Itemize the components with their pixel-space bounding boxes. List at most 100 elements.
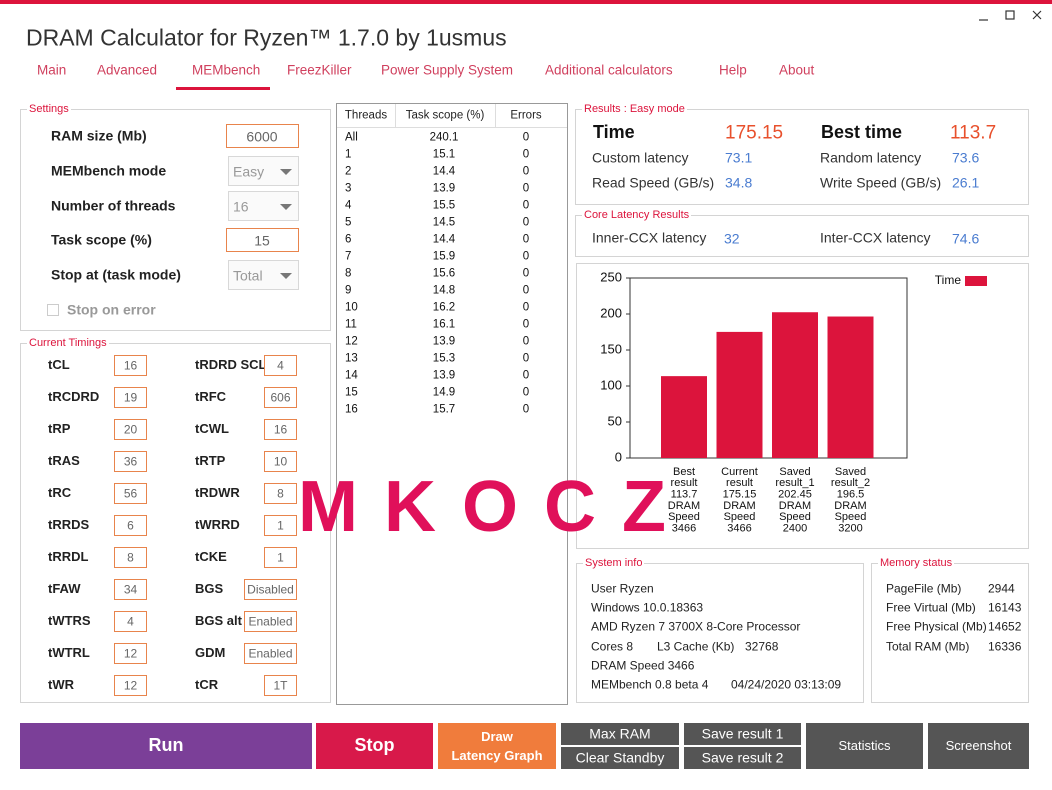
text-input[interactable] bbox=[226, 228, 299, 252]
dropdown[interactable] bbox=[228, 260, 299, 290]
timing-value: 12 bbox=[123, 678, 138, 693]
run-button-label[interactable]: Run bbox=[148, 735, 184, 756]
save-result-2-button[interactable] bbox=[684, 747, 801, 769]
system-info-text: User Ryzen bbox=[591, 581, 654, 596]
tab[interactable]: Advanced bbox=[97, 62, 158, 78]
timing-label: tCL bbox=[48, 356, 70, 372]
timing-box bbox=[114, 547, 147, 568]
timing-label: tCR bbox=[195, 676, 219, 692]
save-result-1-button-label[interactable]: Save result 1 bbox=[701, 725, 784, 742]
timing-value: 4 bbox=[127, 614, 134, 629]
timing-value: 1 bbox=[277, 518, 284, 533]
memory-label: Free Virtual (Mb) bbox=[886, 600, 976, 615]
system-info-text: 32768 bbox=[745, 639, 779, 653]
memory-value: 2944 bbox=[988, 581, 1015, 596]
col-sep bbox=[395, 104, 396, 127]
x-tick-label: DRAM bbox=[668, 500, 700, 512]
tab[interactable]: About bbox=[779, 62, 815, 78]
draw-latency-button-label[interactable]: Draw bbox=[481, 728, 513, 744]
table-cell: 15.3 bbox=[432, 352, 456, 365]
x-tick-label: Speed bbox=[835, 511, 867, 523]
timing-box bbox=[264, 387, 297, 408]
stop-button[interactable] bbox=[316, 723, 433, 769]
system-info-text: Windows 10.0.18363 bbox=[591, 600, 704, 615]
timing-value: 10 bbox=[273, 454, 288, 469]
timing-value: 8 bbox=[127, 550, 134, 565]
system-info-text: L3 Cache (Kb) bbox=[657, 639, 735, 653]
table-cell: 14.8 bbox=[432, 284, 456, 297]
table-cell: 13.9 bbox=[432, 335, 456, 348]
input-value: 15 bbox=[254, 232, 270, 249]
tab[interactable]: Help bbox=[719, 62, 747, 78]
window-controls[interactable] bbox=[975, 6, 1045, 26]
timing-label: tCWL bbox=[195, 420, 229, 436]
timing-box bbox=[264, 451, 297, 472]
tab[interactable]: FreezKiller bbox=[287, 62, 352, 78]
result-value: 73.6 bbox=[952, 149, 980, 166]
x-tick-label: DRAM bbox=[834, 500, 866, 512]
x-tick-label: DRAM bbox=[779, 500, 811, 512]
tab[interactable]: Power Supply System bbox=[381, 62, 514, 78]
timing-label: tWR bbox=[48, 676, 74, 692]
draw-latency-button[interactable] bbox=[438, 723, 556, 769]
tab[interactable]: Main bbox=[37, 62, 67, 78]
timing-box bbox=[264, 675, 297, 696]
timing-label: GDM bbox=[195, 644, 226, 660]
table-cell: 15.7 bbox=[432, 403, 456, 416]
timing-box bbox=[264, 547, 297, 568]
table-cell: 6 bbox=[345, 233, 352, 246]
clear-standby-button[interactable] bbox=[561, 747, 679, 769]
group-title: Results : Easy mode bbox=[582, 102, 687, 116]
statistics-button[interactable] bbox=[806, 723, 923, 769]
run-button[interactable] bbox=[20, 723, 312, 769]
table-cell: 16.1 bbox=[432, 318, 456, 331]
group-title: Core Latency Results bbox=[582, 208, 692, 222]
timing-label: tRAS bbox=[48, 452, 80, 468]
result-value: 26.1 bbox=[952, 174, 980, 191]
latency-value: 74.6 bbox=[952, 230, 980, 247]
chart-frame bbox=[576, 263, 1029, 549]
timing-label: tCKE bbox=[195, 548, 227, 564]
max-ram-button[interactable] bbox=[561, 723, 679, 745]
screenshot-button-label[interactable]: Screenshot bbox=[945, 737, 1012, 753]
timing-label: tRP bbox=[48, 420, 71, 436]
tab[interactable]: Additional calculators bbox=[545, 62, 673, 78]
group-title: Settings bbox=[27, 102, 71, 116]
checkbox[interactable] bbox=[47, 304, 59, 316]
x-tick-label: Speed bbox=[724, 511, 756, 523]
table-cell: 16.2 bbox=[432, 301, 456, 314]
timing-label: tRFC bbox=[195, 388, 227, 404]
timing-value: 8 bbox=[277, 486, 284, 501]
save-result-1-button[interactable] bbox=[684, 723, 801, 745]
close-icon[interactable] bbox=[1032, 10, 1042, 20]
timing-label: tFAW bbox=[48, 580, 81, 596]
timing-box bbox=[114, 419, 147, 440]
statistics-button-label[interactable]: Statistics bbox=[838, 737, 891, 753]
clear-standby-button-label[interactable]: Clear Standby bbox=[575, 749, 665, 766]
table-cell: 15 bbox=[345, 386, 358, 399]
screenshot-button[interactable] bbox=[928, 723, 1029, 769]
max-ram-button-label[interactable]: Max RAM bbox=[589, 725, 651, 742]
timing-box bbox=[264, 515, 297, 536]
stop-button-label[interactable]: Stop bbox=[354, 735, 395, 756]
system-info-text: DRAM Speed 3466 bbox=[591, 658, 695, 673]
table-cell: 15.5 bbox=[432, 199, 456, 212]
bar bbox=[827, 316, 874, 458]
timing-value: 1T bbox=[273, 678, 288, 693]
x-tick-label: 113.7 bbox=[671, 489, 698, 501]
save-result-2-button-label[interactable]: Save result 2 bbox=[701, 749, 784, 766]
col-sep bbox=[495, 104, 496, 127]
maximize-icon[interactable] bbox=[1005, 10, 1015, 20]
system-info-group bbox=[576, 563, 864, 703]
timing-label: tWRRD bbox=[195, 516, 240, 532]
group-title: System info bbox=[583, 556, 645, 570]
draw-latency-button-label[interactable]: Latency Graph bbox=[451, 747, 543, 763]
plot-frame bbox=[629, 277, 908, 459]
table-cell: 15.6 bbox=[432, 267, 456, 280]
table-cell: All bbox=[345, 131, 358, 144]
table-cell: 15.1 bbox=[432, 148, 456, 161]
text-input[interactable] bbox=[226, 124, 299, 148]
timing-value: Disabled bbox=[247, 582, 294, 597]
tab[interactable]: MEMbench bbox=[192, 62, 261, 78]
